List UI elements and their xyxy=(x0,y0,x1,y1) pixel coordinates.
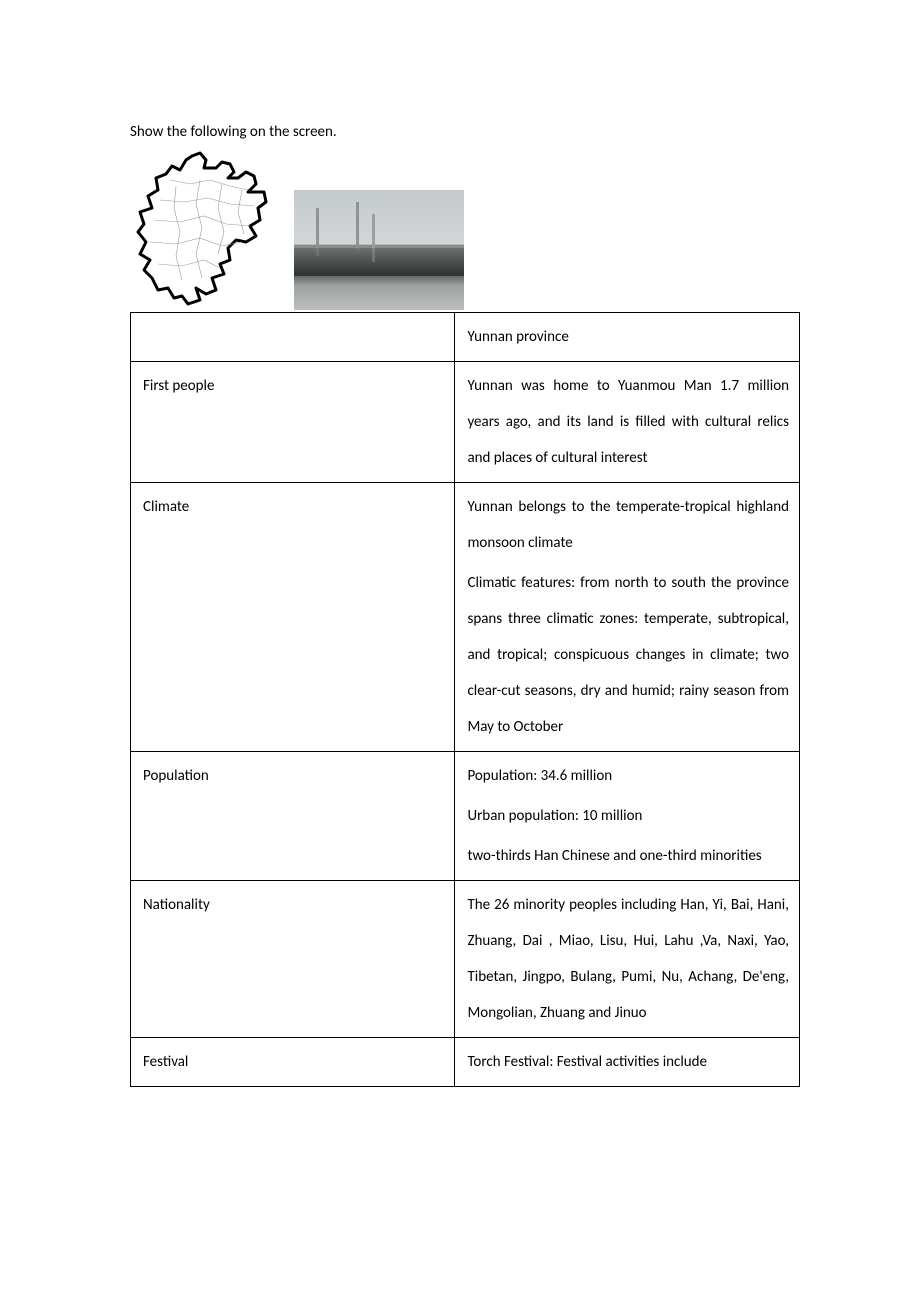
document-page: Show the following on the screen. Yunnan… xyxy=(0,0,920,1302)
table-cell-value: Population: 34.6 million Urban populatio… xyxy=(455,752,800,881)
table-cell-label xyxy=(131,313,455,362)
table-cell-value: The 26 minority peoples including Han, Y… xyxy=(455,881,800,1038)
intro-text: Show the following on the screen. xyxy=(130,120,800,144)
yunnan-info-table: Yunnan province First people Yunnan was … xyxy=(130,312,800,1087)
table-row: Festival Torch Festival: Festival activi… xyxy=(131,1038,800,1087)
table-row: Climate Yunnan belongs to the temperate-… xyxy=(131,483,800,752)
table-cell-value: Yunnan province xyxy=(455,313,800,362)
table-cell-label: First people xyxy=(131,362,455,483)
table-cell-label: Climate xyxy=(131,483,455,752)
yunnan-map-image xyxy=(130,150,280,310)
table-cell-value: Torch Festival: Festival activities incl… xyxy=(455,1038,800,1087)
table-cell-value: Yunnan was home to Yuanmou Man 1.7 milli… xyxy=(455,362,800,483)
table-row: First people Yunnan was home to Yuanmou … xyxy=(131,362,800,483)
landscape-photo-image xyxy=(294,190,464,310)
table-row: Yunnan province xyxy=(131,313,800,362)
image-row xyxy=(130,150,800,310)
table-row: Population Population: 34.6 million Urba… xyxy=(131,752,800,881)
table-cell-label: Population xyxy=(131,752,455,881)
table-row: Nationality The 26 minority peoples incl… xyxy=(131,881,800,1038)
table-cell-label: Nationality xyxy=(131,881,455,1038)
table-cell-label: Festival xyxy=(131,1038,455,1087)
table-cell-value: Yunnan belongs to the temperate-tropical… xyxy=(455,483,800,752)
